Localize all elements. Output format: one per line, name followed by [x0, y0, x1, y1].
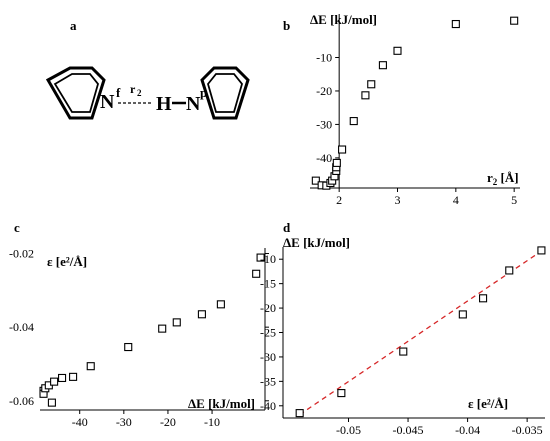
data-point-c-9 [124, 342, 133, 352]
data-point-c-6 [58, 373, 67, 383]
data-point-b-16 [510, 16, 519, 25]
x-tick-label-d: -0.04 [455, 423, 480, 437]
x-tick-label-c: -10 [204, 415, 220, 429]
x-tick-label-d: -0.05 [336, 423, 361, 437]
x-tick-label-d: -0.035 [512, 423, 543, 437]
right-nitrogen-atom: N [186, 93, 201, 115]
y-tick-label-d: -20 [260, 301, 276, 315]
y-axis-label-d: ΔE [kJ/mol] [283, 235, 350, 250]
data-point-c-14 [252, 269, 261, 278]
x-tick-label-d: -0.045 [393, 423, 424, 437]
panel-letter-a: a [70, 18, 77, 33]
right-ring-inner [207, 73, 243, 113]
data-point-c-8 [86, 362, 95, 371]
y-tick-label-b: -30 [316, 117, 332, 131]
left-n-superscript: f [116, 85, 121, 100]
x-tick-label-b: 2 [336, 193, 342, 207]
y-tick-label-c: -0.04 [9, 320, 34, 334]
data-point-b-8 [332, 158, 341, 167]
data-point-d-2 [399, 347, 408, 356]
hydrogen-atom: H [156, 93, 172, 115]
data-point-d-4 [479, 294, 488, 303]
x-axis-label-b: r2 [Å] [487, 170, 519, 187]
panel-letter-b: b [283, 18, 290, 33]
x-tick-label-b: 4 [453, 193, 459, 207]
data-point-c-15 [256, 253, 265, 262]
data-point-d-5 [505, 266, 514, 275]
y-tick-label-d: -25 [260, 326, 276, 340]
left-pyridine-ring [45, 66, 106, 120]
y-tick-label-b: -20 [316, 84, 332, 98]
data-point-b-10 [349, 117, 358, 126]
left-nitrogen-atom: N [100, 91, 115, 113]
data-point-b-14 [393, 46, 402, 55]
panel-c-chart: c -40 -30 -20 -10 -0.02 -0.04 -0.06 ε [e²/Å] ΔE [… [9, 220, 269, 429]
data-point-c-11 [172, 318, 181, 327]
data-point-b-11 [361, 91, 370, 100]
y-axis-label-b: ΔE [kJ/mol] [310, 12, 377, 27]
y-tick-label-c: -0.06 [9, 394, 34, 408]
y-tick-label-d: -35 [260, 374, 276, 388]
y-tick-label-d: -15 [260, 277, 276, 291]
left-ring-inner [53, 73, 99, 113]
fit-line-d [299, 248, 545, 416]
right-n-superscript: p [200, 85, 207, 100]
data-point-b-15 [451, 19, 460, 29]
y-tick-label-d: -40 [260, 399, 276, 413]
x-tick-label-c: -20 [160, 415, 176, 429]
data-point-d-6 [537, 246, 546, 255]
bond-label-r: r [130, 82, 136, 96]
x-tick-label-c: -30 [116, 415, 132, 429]
data-point-c-13 [216, 300, 225, 309]
y-tick-label-d: -10 [260, 252, 276, 266]
data-point-d-0 [295, 409, 304, 418]
data-point-b-0 [311, 176, 320, 185]
data-point-d-1 [337, 389, 346, 398]
x-tick-label-b: 3 [395, 193, 401, 207]
bond-label-sub: 2 [137, 88, 142, 98]
x-tick-label-b: 5 [511, 193, 517, 207]
right-pyridine-ring [200, 66, 250, 120]
x-axis-label-c: ΔE [kJ/mol] [188, 396, 255, 411]
data-point-b-12 [367, 80, 376, 89]
panel-letter-d: d [283, 220, 291, 235]
y-tick-label-c: -0.02 [9, 247, 34, 261]
data-point-c-12 [197, 310, 206, 319]
x-tick-label-c: -40 [72, 415, 88, 429]
panel-b-chart: b 2 3 4 5 -10 -20 -30 -40 ΔE [kJ/mol] r2 [Å] [283, 12, 520, 207]
y-tick-label-d: -30 [260, 350, 276, 364]
y-tick-label-b: -10 [316, 51, 332, 65]
y-axis-label-c: ε [e²/Å] [47, 254, 87, 269]
panel-letter-c: c [14, 220, 20, 235]
data-point-c-7 [69, 372, 78, 381]
panel-a-molecule: a N f r 2 H N p [45, 18, 250, 120]
data-point-b-13 [378, 61, 387, 70]
data-point-c-4 [47, 398, 56, 407]
x-axis-label-d: ε [e²/Å] [468, 396, 508, 411]
data-point-c-5 [50, 377, 59, 386]
data-point-c-10 [158, 324, 167, 333]
data-point-d-3 [458, 310, 467, 319]
panel-d-chart: d -0.05 -0.045 -0.04 -0.035 -10 -15 -20 -25 -30 -3… [260, 220, 546, 437]
data-point-b-9 [338, 145, 347, 154]
y-tick-label-b: -40 [316, 151, 332, 165]
